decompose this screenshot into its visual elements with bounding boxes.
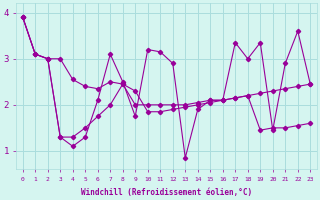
X-axis label: Windchill (Refroidissement éolien,°C): Windchill (Refroidissement éolien,°C) [81, 188, 252, 197]
